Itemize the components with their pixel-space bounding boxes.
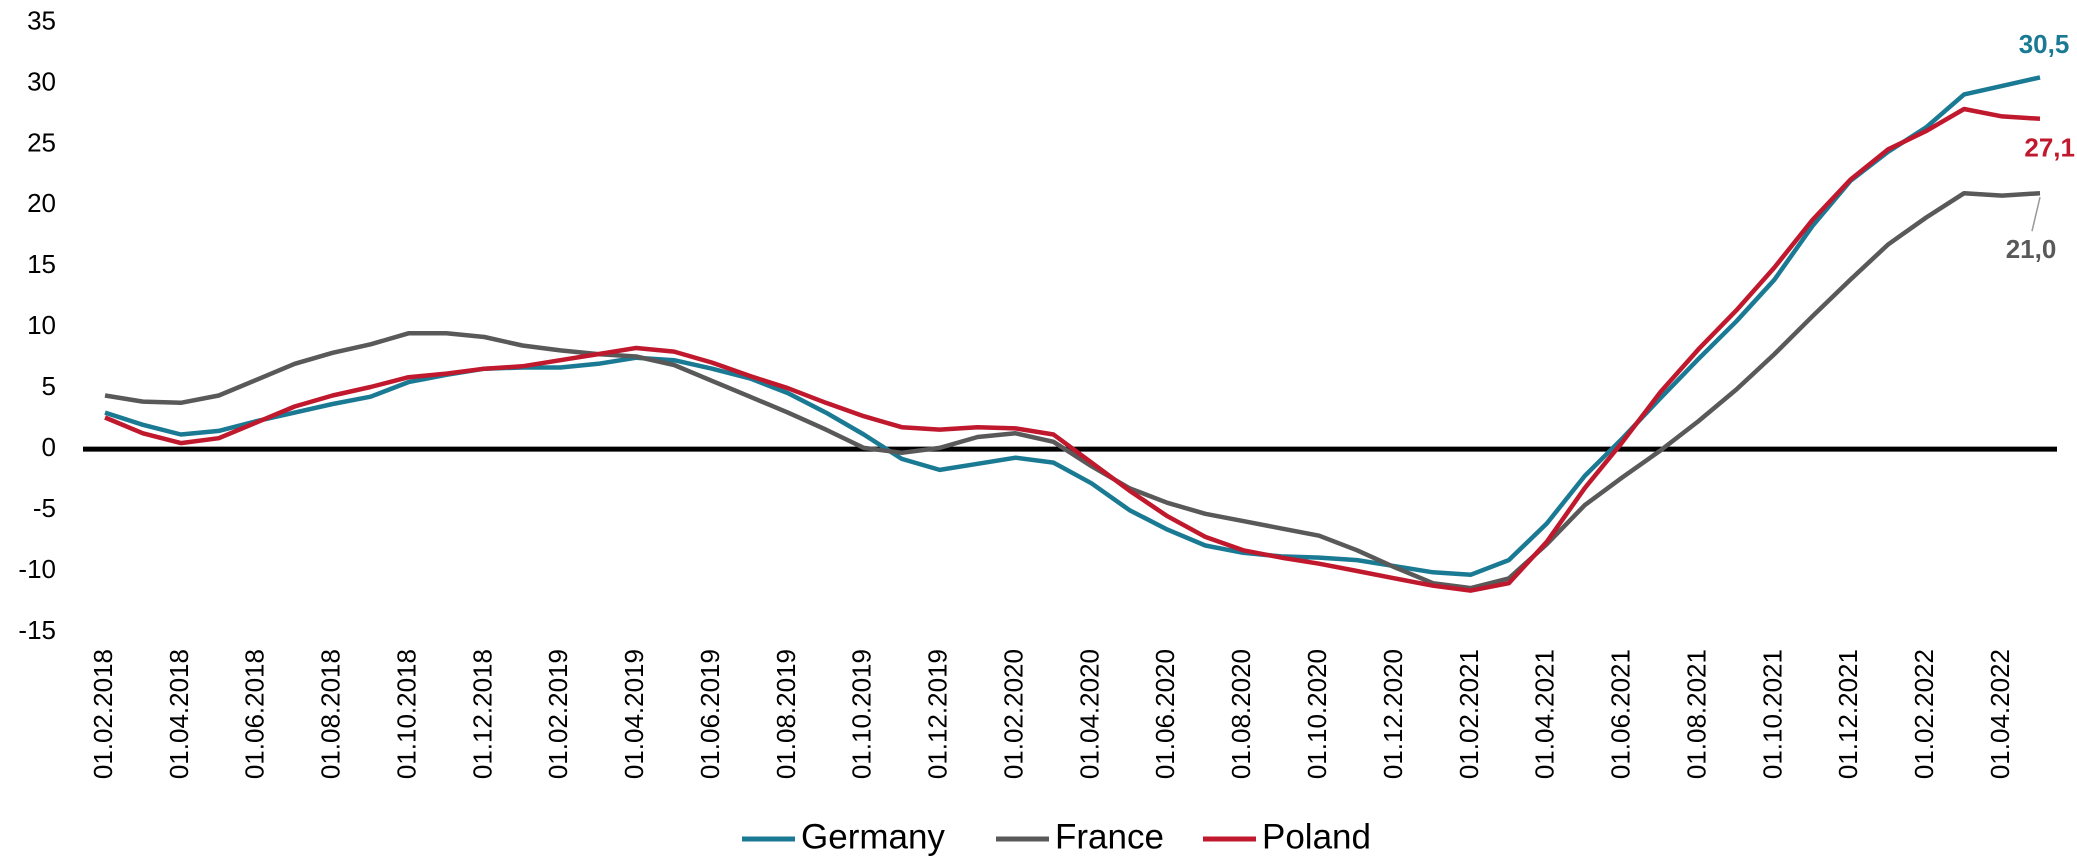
- x-tick-label: 01.06.2020: [1150, 649, 1180, 779]
- x-tick-label: 01.04.2022: [1985, 649, 2015, 779]
- label-leader: [2031, 196, 2041, 232]
- data-label: 21,0: [2006, 234, 2057, 264]
- data-label: 30,5: [2019, 29, 2070, 59]
- y-tick-label: 10: [27, 310, 56, 340]
- x-tick-label: 01.12.2020: [1378, 649, 1408, 779]
- y-tick-label: -15: [18, 615, 56, 645]
- x-tick-label: 01.08.2019: [771, 649, 801, 779]
- x-tick-label: 01.08.2020: [1226, 649, 1256, 779]
- y-tick-label: 20: [27, 188, 56, 218]
- y-tick-label: 30: [27, 66, 56, 96]
- x-tick-label: 01.12.2019: [923, 649, 953, 779]
- x-tick-label: 01.10.2021: [1757, 649, 1787, 779]
- y-tick-label: 0: [42, 432, 56, 462]
- x-tick-label: 01.02.2018: [88, 649, 118, 779]
- legend-label: Germany: [801, 817, 945, 856]
- x-tick-label: 01.04.2020: [1074, 649, 1104, 779]
- y-tick-label: 15: [27, 249, 56, 279]
- x-tick-label: 01.12.2018: [467, 649, 497, 779]
- x-tick-label: 01.08.2021: [1681, 649, 1711, 779]
- series-line: [104, 190, 2041, 591]
- x-tick-label: 01.02.2020: [998, 649, 1028, 779]
- series-line: [104, 75, 2041, 577]
- y-tick-label: 25: [27, 127, 56, 157]
- legend-label: Poland: [1262, 817, 1371, 856]
- x-tick-label: 01.06.2018: [240, 649, 270, 779]
- legend-label: France: [1055, 817, 1164, 856]
- x-tick-label: 01.12.2021: [1833, 649, 1863, 779]
- x-tick-label: 01.06.2019: [695, 649, 725, 779]
- x-tick-label: 01.10.2020: [1302, 649, 1332, 779]
- x-tick-label: 01.02.2019: [543, 649, 573, 779]
- x-tick-label: 01.02.2022: [1909, 649, 1939, 779]
- y-tick-label: 35: [27, 5, 56, 35]
- x-tick-label: 01.10.2018: [391, 649, 421, 779]
- x-tick-label: 01.10.2019: [847, 649, 877, 779]
- y-tick-label: -5: [33, 493, 56, 523]
- series-line: [104, 106, 2041, 593]
- x-tick-label: 01.02.2021: [1454, 649, 1484, 779]
- x-tick-label: 01.04.2018: [164, 649, 194, 779]
- x-tick-label: 01.04.2021: [1530, 649, 1560, 779]
- y-tick-label: 5: [42, 371, 56, 401]
- y-tick-label: -10: [18, 554, 56, 584]
- x-tick-label: 01.08.2018: [316, 649, 346, 779]
- x-tick-label: 01.04.2019: [619, 649, 649, 779]
- data-label: 27,1: [2024, 133, 2075, 163]
- x-tick-label: 01.06.2021: [1606, 649, 1636, 779]
